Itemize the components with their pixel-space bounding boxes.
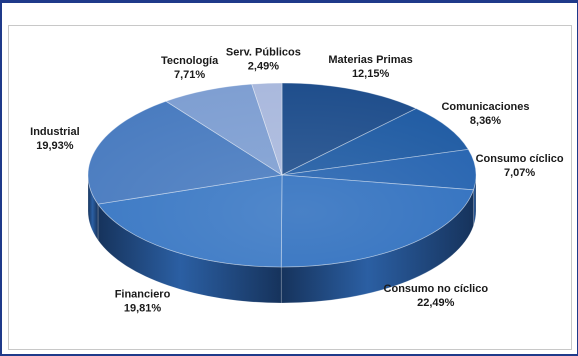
slice-label-value: 19,93% (36, 140, 74, 152)
slice-label-industrial: Industrial 19,93% (30, 126, 80, 152)
slice-label-name: Tecnología (161, 55, 219, 67)
slice-label-tecnologia: Tecnología 7,71% (161, 55, 219, 81)
slice-label-consumo-no-ciclico: Consumo no cíclico 22,49% (384, 283, 489, 309)
slice-label-comunicaciones: Comunicaciones 8,36% (441, 101, 529, 127)
slice-label-value: 7,71% (174, 69, 205, 81)
slice-label-name: Materias Primas (328, 54, 412, 66)
slice-label-name: Comunicaciones (441, 101, 529, 113)
slice-label-name: Financiero (115, 288, 171, 300)
slice-label-financiero: Financiero 19,81% (115, 288, 171, 314)
slice-label-name: Industrial (30, 126, 80, 138)
slice-label-value: 8,36% (470, 115, 501, 127)
slice-label-consumo-ciclico: Consumo cíclico 7,07% (476, 153, 564, 179)
slice-label-materias-primas: Materias Primas 12,15% (328, 54, 412, 80)
slice-label-name: Serv. Públicos (226, 46, 301, 58)
slice-label-value: 19,81% (124, 302, 162, 314)
slice-label-value: 12,15% (352, 68, 390, 80)
slice-label-value: 2,49% (248, 60, 279, 72)
slice-label-value: 22,49% (417, 297, 455, 309)
slice-label-name: Consumo cíclico (476, 153, 564, 165)
slice-label-name: Consumo no cíclico (384, 283, 489, 295)
slice-label-value: 7,07% (504, 167, 535, 179)
slice-label-serv-publicos: Serv. Públicos 2,49% (226, 46, 301, 72)
